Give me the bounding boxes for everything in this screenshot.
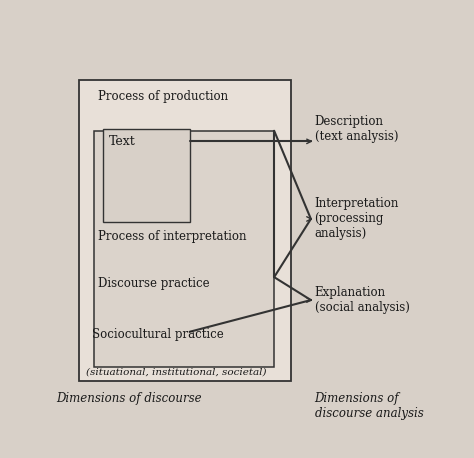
Bar [80, 80, 291, 381]
Text: Process of production: Process of production [98, 90, 228, 103]
Text: Text: Text [109, 135, 136, 148]
Text: Dimensions of discourse: Dimensions of discourse [56, 392, 202, 405]
Text: Dimensions of
discourse analysis: Dimensions of discourse analysis [315, 392, 423, 420]
Text: Sociocultural practice: Sociocultural practice [92, 328, 224, 341]
Text: Process of interpretation: Process of interpretation [98, 229, 246, 243]
Text: Description
(text analysis): Description (text analysis) [315, 115, 398, 143]
Bar [103, 129, 190, 223]
Bar [94, 131, 274, 367]
Text: Discourse practice: Discourse practice [98, 277, 210, 290]
Text: (situational, institutional, societal): (situational, institutional, societal) [86, 367, 266, 376]
Text: Interpretation
(processing
analysis): Interpretation (processing analysis) [315, 197, 399, 240]
Text: Explanation
(social analysis): Explanation (social analysis) [315, 286, 410, 314]
